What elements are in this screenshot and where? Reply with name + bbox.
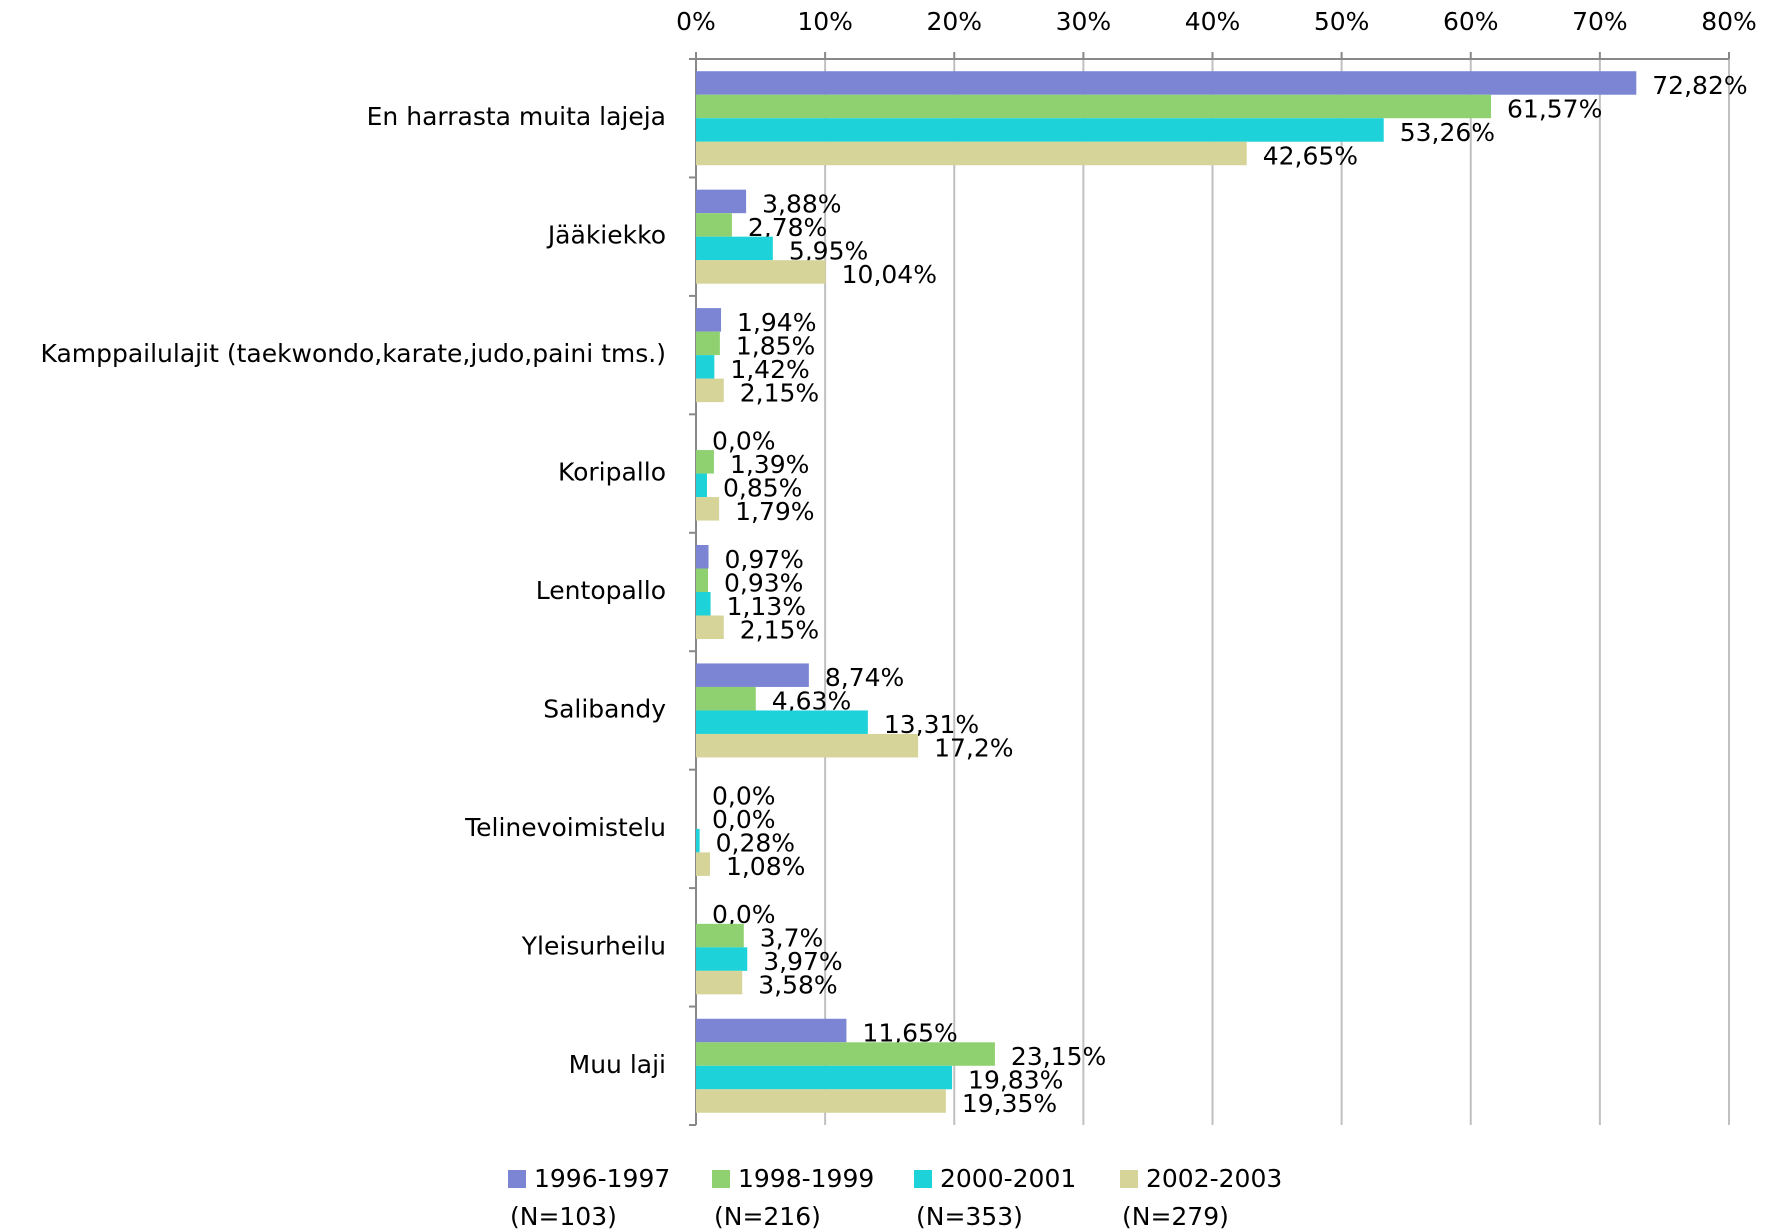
bar xyxy=(696,260,826,284)
data-label: 61,57% xyxy=(1507,94,1602,123)
bar xyxy=(696,970,743,995)
data-label: 3,88% xyxy=(762,189,841,218)
data-label: 1,85% xyxy=(736,331,815,360)
bar xyxy=(696,355,715,379)
bar xyxy=(696,308,722,332)
y-tick-label: Salibandy xyxy=(543,694,666,723)
bar xyxy=(696,947,748,971)
y-tick-label: Muu laji xyxy=(569,1050,666,1079)
bar xyxy=(696,592,711,616)
legend-label: 2000-2001 (N=353) xyxy=(916,1164,1076,1230)
bar xyxy=(696,331,720,356)
legend-swatch xyxy=(914,1170,932,1188)
bar xyxy=(696,1042,995,1066)
data-label: 1,13% xyxy=(727,592,806,621)
x-tick-label: 0% xyxy=(676,7,716,36)
bar xyxy=(696,710,868,734)
bar xyxy=(696,686,756,711)
data-label: 53,26% xyxy=(1400,118,1495,147)
data-label: 17,2% xyxy=(934,734,1013,763)
legend-label: 1996-1997 (N=103) xyxy=(510,1164,670,1230)
data-label: 1,39% xyxy=(730,450,809,479)
data-label: 2,15% xyxy=(740,378,819,407)
y-tick-label: Kamppailulajit (taekwondo,karate,judo,pa… xyxy=(40,339,666,368)
y-tick-label: En harrasta muita lajeja xyxy=(367,102,666,131)
data-label: 10,04% xyxy=(842,260,937,289)
data-label: 3,58% xyxy=(758,971,837,1000)
bar xyxy=(696,189,747,214)
legend-label: 2002-2003 (N=279) xyxy=(1122,1164,1282,1230)
bar xyxy=(696,450,714,474)
y-tick-label: Telinevoimistelu xyxy=(464,813,666,842)
data-label: 3,97% xyxy=(763,947,842,976)
y-tick-label: Jääkiekko xyxy=(546,221,666,250)
bar xyxy=(696,236,773,261)
bar xyxy=(696,141,1247,166)
bar xyxy=(696,852,710,876)
bar xyxy=(696,497,720,521)
data-label: 3,7% xyxy=(760,924,824,953)
x-tick-label: 40% xyxy=(1185,7,1241,36)
x-tick-label: 60% xyxy=(1443,7,1499,36)
data-label: 1,79% xyxy=(735,497,814,526)
legend-swatch xyxy=(712,1170,730,1188)
y-tick-label: Lentopallo xyxy=(536,576,666,605)
data-label: 19,35% xyxy=(962,1089,1057,1118)
x-tick-label: 20% xyxy=(926,7,982,36)
data-label: 8,74% xyxy=(825,663,904,692)
bar xyxy=(696,1089,946,1113)
x-tick-label: 70% xyxy=(1572,7,1628,36)
legend-swatch xyxy=(1120,1170,1138,1188)
x-tick-label: 30% xyxy=(1056,7,1112,36)
data-label: 42,65% xyxy=(1263,141,1358,170)
data-label: 1,94% xyxy=(737,308,816,337)
bar xyxy=(696,545,709,569)
bar xyxy=(696,568,709,592)
x-tick-label: 10% xyxy=(797,7,853,36)
bar xyxy=(696,1018,847,1043)
data-label: 19,83% xyxy=(968,1066,1063,1095)
data-label: 0,97% xyxy=(725,545,804,574)
data-label: 0,0% xyxy=(712,782,776,811)
bar xyxy=(696,213,732,237)
data-label: 23,15% xyxy=(1011,1042,1106,1071)
y-tick-label: Yleisurheilu xyxy=(521,931,666,960)
data-label: 0,0% xyxy=(712,426,776,455)
data-label: 1,08% xyxy=(726,852,805,881)
x-tick-label: 80% xyxy=(1701,7,1757,36)
bar xyxy=(696,1065,953,1090)
bar xyxy=(696,733,919,758)
bar xyxy=(696,615,724,639)
bar xyxy=(696,663,809,687)
bar xyxy=(696,118,1384,142)
legend-swatch xyxy=(508,1170,526,1188)
y-tick-label: Koripallo xyxy=(558,458,666,487)
data-label: 0,93% xyxy=(724,568,803,597)
data-label: 2,15% xyxy=(740,615,819,644)
bar xyxy=(696,923,744,948)
data-label: 1,42% xyxy=(730,355,809,384)
bar xyxy=(696,71,1637,95)
bar xyxy=(696,94,1492,119)
data-label: 72,82% xyxy=(1652,71,1747,100)
bar xyxy=(696,378,724,403)
bar xyxy=(696,473,707,498)
legend-label: 1998-1999 (N=216) xyxy=(714,1164,874,1230)
bar xyxy=(696,828,700,853)
data-label: 0,85% xyxy=(723,473,802,502)
data-label: 0,0% xyxy=(712,805,776,834)
data-label: 0,28% xyxy=(716,829,795,858)
x-tick-label: 50% xyxy=(1314,7,1370,36)
